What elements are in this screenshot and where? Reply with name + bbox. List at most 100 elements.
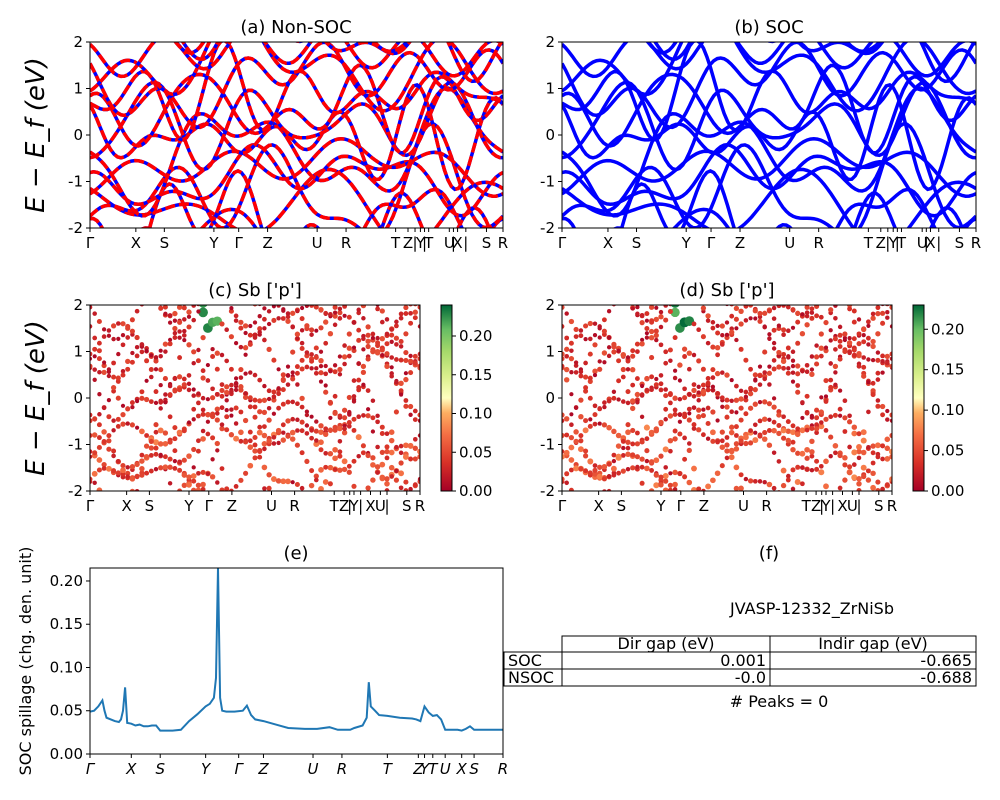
band-point bbox=[781, 414, 786, 420]
band-point bbox=[846, 469, 853, 476]
band-point bbox=[210, 413, 216, 419]
band-point bbox=[106, 533, 111, 538]
band-point bbox=[884, 353, 890, 360]
band-point bbox=[597, 464, 603, 470]
band-point bbox=[233, 318, 239, 323]
band-point bbox=[285, 364, 291, 369]
band-point bbox=[243, 391, 248, 396]
band-point bbox=[281, 308, 286, 313]
band-point bbox=[327, 399, 333, 405]
band-point bbox=[384, 351, 390, 357]
band-point bbox=[248, 512, 252, 516]
xtick-label: Γ bbox=[235, 234, 244, 252]
band-point bbox=[120, 403, 126, 408]
band-point bbox=[309, 428, 314, 433]
band-point bbox=[653, 472, 659, 478]
band-point bbox=[361, 282, 365, 286]
band-point bbox=[569, 290, 574, 295]
band-point bbox=[234, 268, 239, 273]
colorbar-tick-label: 0.15 bbox=[931, 361, 964, 379]
band-point bbox=[90, 454, 93, 459]
band-point bbox=[106, 369, 112, 374]
band-point bbox=[134, 488, 140, 491]
band-point bbox=[667, 413, 674, 419]
band-point bbox=[696, 390, 701, 395]
band-point bbox=[187, 293, 192, 298]
band-point bbox=[190, 473, 197, 479]
ytick-label: -1 bbox=[68, 173, 83, 191]
band-point bbox=[776, 364, 782, 370]
band-point bbox=[823, 394, 829, 399]
band-point bbox=[105, 465, 112, 472]
band-point bbox=[242, 345, 249, 351]
band-point bbox=[680, 270, 690, 280]
band-point bbox=[332, 393, 338, 399]
band-point bbox=[375, 419, 380, 425]
band-point bbox=[111, 523, 116, 528]
band-point bbox=[332, 313, 338, 319]
band-point bbox=[154, 300, 159, 305]
band-point bbox=[96, 435, 102, 441]
band-point bbox=[90, 305, 93, 310]
band-point bbox=[696, 358, 702, 364]
band-point bbox=[691, 487, 697, 491]
band-point bbox=[648, 429, 655, 436]
band-point bbox=[818, 314, 824, 320]
band-point bbox=[568, 467, 574, 473]
band-point bbox=[290, 370, 295, 375]
band-point bbox=[597, 335, 602, 340]
band-point bbox=[182, 295, 187, 300]
band-point bbox=[809, 310, 815, 315]
xtick-label: X bbox=[593, 497, 603, 515]
band-point bbox=[417, 448, 420, 455]
band-point bbox=[361, 382, 366, 387]
xtick-label: X bbox=[125, 760, 137, 778]
band-point bbox=[574, 539, 579, 544]
band-point bbox=[275, 427, 282, 434]
band-point bbox=[833, 278, 838, 283]
xtick-label: R bbox=[337, 760, 347, 778]
colorbar-tick-label: 0.10 bbox=[459, 405, 492, 423]
band-point bbox=[728, 429, 735, 436]
band-point bbox=[814, 407, 820, 413]
band-point bbox=[781, 365, 786, 371]
band-point bbox=[724, 372, 730, 378]
band-point bbox=[304, 409, 310, 414]
band-point bbox=[398, 470, 405, 477]
xtick-label: T bbox=[896, 234, 907, 252]
band-point bbox=[280, 401, 286, 407]
band-point bbox=[285, 318, 291, 324]
band-point bbox=[163, 502, 169, 508]
band-point bbox=[885, 275, 890, 280]
band-point bbox=[371, 299, 375, 303]
ytick-label: -2 bbox=[68, 219, 83, 237]
band-point bbox=[790, 486, 796, 491]
band-point bbox=[875, 377, 881, 382]
band-point bbox=[186, 324, 192, 330]
band-point bbox=[408, 305, 413, 307]
band-point bbox=[587, 375, 593, 381]
band-point bbox=[630, 452, 636, 458]
band-point bbox=[332, 369, 338, 375]
band-point bbox=[116, 293, 120, 297]
band-line-nonsoc bbox=[90, 142, 503, 218]
band-point bbox=[786, 497, 791, 502]
band-point bbox=[90, 356, 93, 361]
band-point bbox=[134, 308, 140, 314]
xtick-label: | bbox=[924, 234, 929, 252]
band-point bbox=[753, 377, 758, 382]
band-point bbox=[889, 324, 892, 329]
band-point bbox=[262, 337, 267, 343]
band-point bbox=[92, 480, 97, 485]
band-point bbox=[729, 313, 735, 319]
band-point bbox=[752, 386, 758, 393]
band-point bbox=[710, 344, 716, 350]
band-point bbox=[341, 430, 348, 436]
xtick-label: R bbox=[289, 497, 299, 515]
band-point bbox=[281, 430, 286, 435]
band-point bbox=[823, 345, 829, 350]
band-point bbox=[219, 382, 225, 387]
band-point bbox=[714, 345, 721, 351]
band-point bbox=[743, 389, 749, 395]
band-point bbox=[682, 386, 687, 392]
